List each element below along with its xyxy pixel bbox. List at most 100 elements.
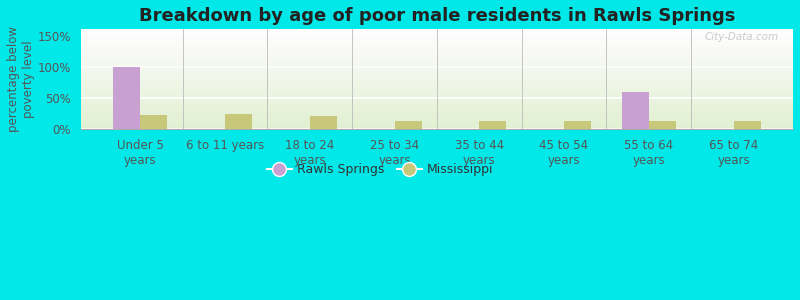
Bar	[140, 115, 167, 129]
Bar	[81, 125, 793, 126]
Bar	[81, 33, 793, 34]
Bar	[81, 50, 793, 51]
Bar	[81, 66, 793, 67]
Bar	[81, 75, 793, 76]
Bar	[81, 103, 793, 104]
Bar	[225, 114, 252, 129]
Bar	[81, 46, 793, 47]
Bar	[81, 37, 793, 38]
Bar	[81, 65, 793, 66]
Bar	[81, 112, 793, 113]
Bar	[81, 121, 793, 122]
Bar	[81, 111, 793, 112]
Bar	[81, 100, 793, 101]
Text: City-Data.com: City-Data.com	[705, 32, 779, 42]
Bar	[81, 31, 793, 32]
Bar	[81, 83, 793, 84]
Bar	[81, 88, 793, 89]
Bar	[81, 114, 793, 115]
Bar	[81, 127, 793, 128]
Bar	[81, 90, 793, 91]
Bar	[81, 51, 793, 52]
Bar	[81, 56, 793, 57]
Bar	[81, 98, 793, 99]
Bar	[81, 110, 793, 111]
Bar	[81, 68, 793, 69]
Bar	[649, 121, 676, 129]
Bar	[81, 54, 793, 55]
Bar	[81, 44, 793, 45]
Bar	[81, 53, 793, 54]
Bar	[81, 118, 793, 119]
Bar	[81, 52, 793, 53]
Bar	[81, 89, 793, 90]
Bar	[81, 67, 793, 68]
Bar	[81, 120, 793, 121]
Bar	[81, 82, 793, 83]
Bar	[81, 115, 793, 116]
Bar	[81, 85, 793, 86]
Bar	[81, 38, 793, 39]
Bar	[81, 72, 793, 73]
Bar	[81, 119, 793, 120]
Bar	[81, 109, 793, 110]
Bar	[81, 34, 793, 35]
Bar	[81, 93, 793, 94]
Bar	[81, 59, 793, 60]
Bar	[81, 49, 793, 50]
Bar	[81, 117, 793, 118]
Bar	[81, 106, 793, 107]
Bar	[81, 29, 793, 30]
Bar	[81, 73, 793, 74]
Bar	[622, 92, 649, 129]
Bar	[81, 74, 793, 75]
Bar	[81, 104, 793, 105]
Bar	[81, 84, 793, 85]
Bar	[81, 47, 793, 48]
Bar	[113, 67, 140, 129]
Bar	[81, 87, 793, 88]
Bar	[81, 128, 793, 129]
Bar	[81, 43, 793, 44]
Bar	[81, 55, 793, 56]
Bar	[81, 42, 793, 43]
Bar	[479, 121, 506, 129]
Bar	[81, 86, 793, 87]
Bar	[81, 91, 793, 92]
Bar	[81, 78, 793, 79]
Bar	[81, 107, 793, 108]
Bar	[81, 41, 793, 42]
Bar	[81, 40, 793, 41]
Title: Breakdown by age of poor male residents in Rawls Springs: Breakdown by age of poor male residents …	[138, 7, 735, 25]
Bar	[81, 70, 793, 71]
Bar	[81, 76, 793, 77]
Bar	[81, 35, 793, 36]
Bar	[81, 36, 793, 37]
Bar	[81, 102, 793, 103]
Bar	[81, 123, 793, 124]
Bar	[81, 63, 793, 64]
Bar	[81, 32, 793, 33]
Bar	[734, 121, 761, 129]
Bar	[81, 30, 793, 31]
Bar	[81, 105, 793, 106]
Bar	[81, 48, 793, 49]
Bar	[81, 81, 793, 82]
Bar	[81, 69, 793, 70]
Bar	[81, 116, 793, 117]
Y-axis label: percentage below
poverty level: percentage below poverty level	[7, 26, 35, 132]
Bar	[81, 61, 793, 62]
Bar	[81, 62, 793, 63]
Bar	[81, 80, 793, 81]
Bar	[81, 94, 793, 95]
Bar	[81, 77, 793, 78]
Bar	[81, 126, 793, 127]
Bar	[81, 45, 793, 46]
Bar	[81, 99, 793, 100]
Bar	[81, 101, 793, 102]
Bar	[81, 108, 793, 109]
Bar	[81, 79, 793, 80]
Bar	[81, 92, 793, 93]
Bar	[81, 71, 793, 72]
Bar	[81, 58, 793, 59]
